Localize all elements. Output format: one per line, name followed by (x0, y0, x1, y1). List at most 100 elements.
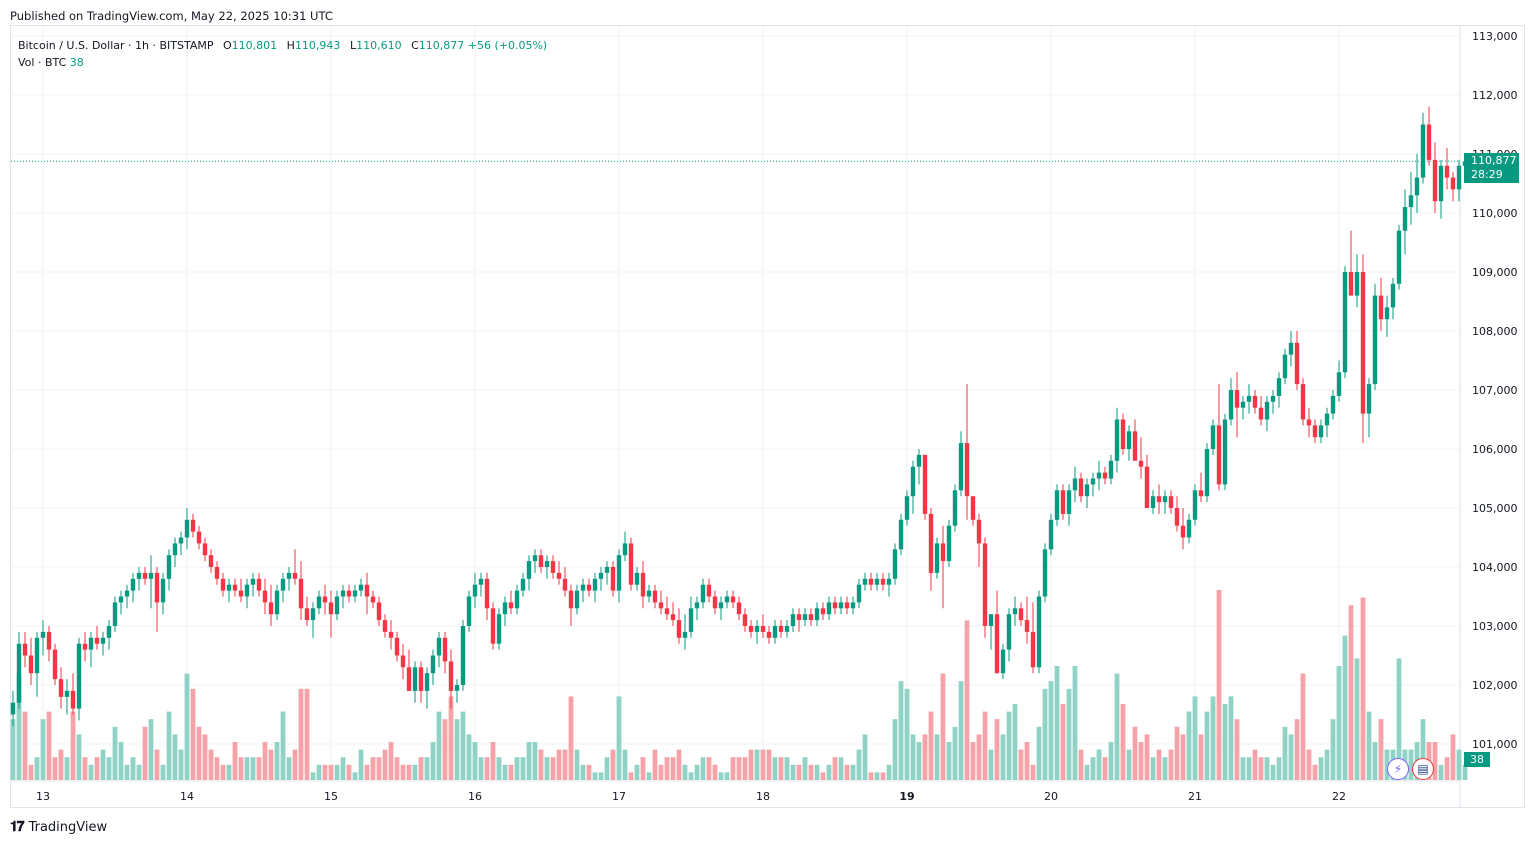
volume-bar (34, 757, 40, 780)
candle-body (16, 643, 22, 703)
volume-bar (358, 749, 364, 780)
volume-bar (898, 681, 904, 780)
candle-body (226, 584, 232, 591)
candle-body (340, 590, 346, 597)
candle-body (784, 626, 790, 632)
candle-body (1372, 295, 1378, 385)
volume-bar (508, 764, 514, 780)
volume-bar (610, 749, 616, 780)
price-tick-label: 106,000 (1472, 443, 1518, 456)
candle-body (562, 578, 568, 591)
candle-body (190, 519, 196, 532)
volume-bar (502, 764, 508, 780)
volume-bar (130, 757, 136, 780)
volume-bar (448, 696, 454, 780)
volume-bar (376, 757, 382, 780)
volume-bar (640, 757, 646, 780)
volume-bar (1288, 734, 1294, 780)
volume-bar (712, 764, 718, 780)
price-tick-label: 107,000 (1472, 384, 1518, 397)
candle-body (502, 602, 508, 615)
volume-bar (82, 757, 88, 780)
volume-bar (880, 772, 886, 780)
volume-bar (1204, 711, 1210, 780)
volume-bar (808, 764, 814, 780)
volume-bar (46, 711, 52, 780)
volume-bar (850, 764, 856, 780)
chart-frame[interactable] (10, 25, 1525, 808)
candle-body (454, 685, 460, 691)
volume-bar (1054, 666, 1060, 780)
volume-bar (112, 726, 118, 780)
volume-bar (400, 764, 406, 780)
lightning-icon[interactable]: ⚡ (1387, 758, 1409, 780)
candle-body (724, 596, 730, 603)
candle-body (796, 614, 802, 621)
candle-body (364, 584, 370, 597)
candle-body (124, 590, 130, 597)
volume-bar (148, 719, 154, 780)
candle-body (388, 631, 394, 638)
candle-body (136, 572, 142, 579)
published-note: Published on TradingView.com, May 22, 20… (10, 9, 333, 23)
volume-bar (580, 764, 586, 780)
volume-bar (592, 772, 598, 780)
volume-bar (1240, 757, 1246, 780)
volume-bar (118, 742, 124, 780)
candle-body (1444, 165, 1450, 178)
candle-body (484, 578, 490, 609)
candle-body (268, 602, 274, 615)
volume-bar (526, 742, 532, 780)
candle-body (652, 590, 658, 603)
candle-body (154, 572, 160, 603)
us-flag-icon[interactable]: ▤ (1412, 758, 1434, 780)
volume-bar (1294, 719, 1300, 780)
candle-body (1030, 631, 1036, 668)
volume-bar (778, 757, 784, 780)
candle-body (520, 578, 526, 591)
price-tick-label: 108,000 (1472, 325, 1518, 338)
volume-bar (52, 757, 58, 780)
candle-body (1108, 460, 1114, 479)
volume-bar (844, 764, 850, 780)
volume-bar (982, 711, 988, 780)
candle-body (478, 578, 484, 585)
candle-body (790, 614, 796, 626)
candle-body (1174, 508, 1180, 526)
candle-body (1132, 431, 1138, 461)
price-tick-label: 101,000 (1472, 738, 1518, 751)
volume-bar (748, 749, 754, 780)
candle-body (1390, 283, 1396, 308)
volume-bar (928, 711, 934, 780)
volume-bar (1180, 734, 1186, 780)
volume-bar (574, 749, 580, 780)
price-tick-label: 113,000 (1472, 30, 1518, 43)
volume-bar (1264, 757, 1270, 780)
candle-body (976, 519, 982, 544)
price-tick-label: 104,000 (1472, 561, 1518, 574)
candle-body (580, 584, 586, 591)
candle-body (826, 602, 832, 615)
candle-body (1270, 395, 1276, 402)
candle-body (532, 555, 538, 562)
volume-bar (676, 749, 682, 780)
volume-bar (316, 764, 322, 780)
volume-bar (424, 757, 430, 780)
volume-bar (202, 734, 208, 780)
candle-body (1420, 124, 1426, 178)
price-tick-label: 103,000 (1472, 620, 1518, 633)
candle-body (298, 578, 304, 609)
date-tick-label: 19 (899, 790, 914, 803)
candle-body (1078, 478, 1084, 497)
footer-brand[interactable]: TradingView (28, 819, 108, 835)
tradingview-logo-icon[interactable]: 𝟏𝟕 (10, 819, 25, 835)
volume-bar (682, 764, 688, 780)
date-tick-label: 16 (468, 790, 482, 803)
candle-body (460, 626, 466, 685)
volume-bar (1456, 749, 1462, 780)
candle-body (1060, 490, 1066, 514)
volume-bar (1186, 711, 1192, 780)
volume-bar (220, 764, 226, 780)
candle-body (688, 608, 694, 632)
